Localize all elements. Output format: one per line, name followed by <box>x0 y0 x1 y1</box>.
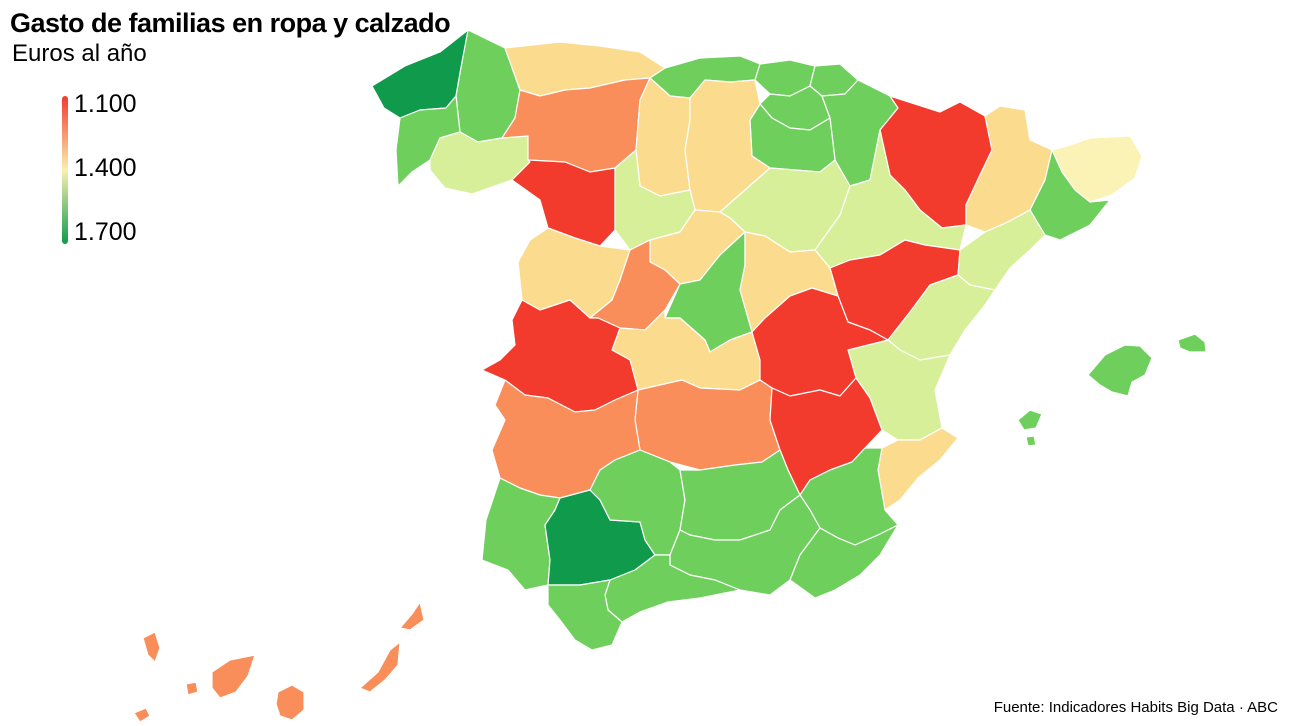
province-castellon: Castellón <box>887 274 996 361</box>
legend-label-min: 1.100 <box>74 90 137 118</box>
province-zamora: Zamora <box>511 159 616 247</box>
province-cadiz: Cádiz <box>547 579 623 651</box>
province-ibiza: Ibiza <box>1017 409 1043 447</box>
map-subtitle: Euros al año <box>12 40 147 67</box>
province-canarias: Canarias <box>133 601 425 723</box>
province-ourense: Ourense <box>429 131 531 195</box>
province-tarragona: Tarragona <box>957 209 1046 291</box>
legend-color-bar <box>62 96 68 244</box>
map-title: Gasto de familias en ropa y calzado <box>10 8 451 38</box>
province-menorca: Menorca <box>1177 333 1207 353</box>
legend-label-mid: 1.400 <box>74 154 137 182</box>
province-mallorca: Mallorca <box>1087 344 1153 397</box>
source-credit: Fuente: Indicadores Habits Big Data · AB… <box>993 699 1278 716</box>
legend-label-max: 1.700 <box>74 218 137 246</box>
province-alicante: Alicante <box>877 427 959 511</box>
province-almeria: Almería <box>789 524 899 599</box>
